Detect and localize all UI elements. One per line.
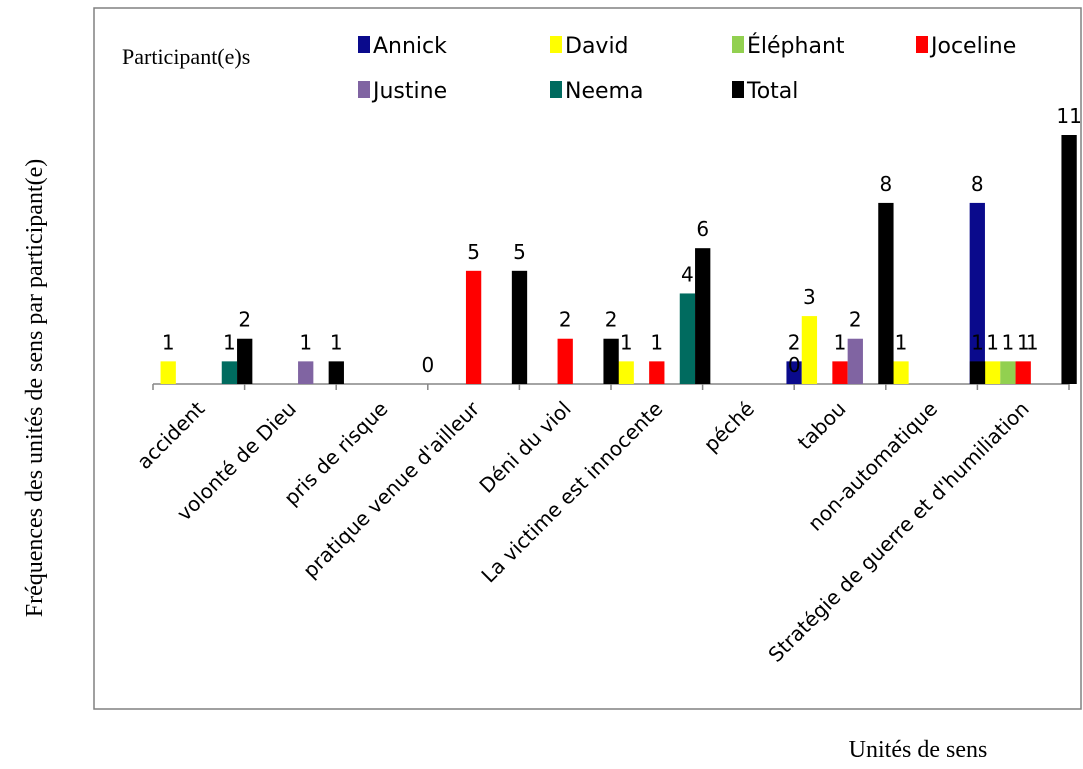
- bar-total-la-victime-est-innocente: [695, 248, 710, 384]
- bar-annick-strategie-de-guerre-et-d-humiliation: [970, 203, 985, 384]
- bar-total-non-automatique: [970, 361, 985, 384]
- data-label: 0: [788, 353, 801, 377]
- bar-total-tabou: [878, 203, 893, 384]
- data-label: 2: [559, 308, 572, 332]
- data-label: 1: [620, 330, 633, 354]
- bar-joceline-pratique-venue-d-ailleur: [466, 271, 481, 384]
- data-label: 4: [681, 262, 694, 286]
- data-label: 1: [650, 330, 663, 354]
- data-label: 1: [223, 330, 236, 354]
- data-label: 0: [422, 353, 435, 377]
- data-label: 5: [467, 240, 480, 264]
- legend-swatch-neema: [550, 81, 562, 98]
- bar-total-deni-du-viol: [603, 339, 618, 384]
- data-label: 1: [299, 330, 312, 354]
- data-label: 11: [1056, 104, 1081, 128]
- x-axis-label: Unités de sens: [849, 737, 988, 763]
- legend-label-joceline: Joceline: [929, 34, 1016, 59]
- legend-label-annick: Annick: [373, 34, 447, 59]
- legend-swatch-elephant: [732, 36, 744, 53]
- bar-justine-volonte-de-dieu: [298, 361, 313, 384]
- data-label: 6: [696, 217, 709, 241]
- legend-label-justine: Justine: [371, 79, 447, 104]
- data-label: 1: [1026, 330, 1039, 354]
- data-label: 1: [971, 330, 984, 354]
- bar-david-accident: [161, 361, 176, 384]
- bar-elephant-strategie-de-guerre-et-d-humiliation: [1000, 361, 1015, 384]
- data-label: 1: [895, 330, 908, 354]
- data-label: 3: [803, 285, 816, 309]
- data-label: 2: [605, 308, 618, 332]
- data-label: 5: [513, 240, 526, 264]
- legend-label-david: David: [565, 34, 629, 59]
- data-label: 1: [834, 330, 847, 354]
- bar-total-accident: [237, 339, 252, 384]
- bar-david-non-automatique: [893, 361, 908, 384]
- bar-total-strategie-de-guerre-et-d-humiliation: [1061, 135, 1076, 384]
- legend-swatch-justine: [358, 81, 370, 98]
- data-label: 2: [238, 308, 251, 332]
- legend-label-total: Total: [746, 79, 798, 104]
- data-label: 2: [849, 308, 862, 332]
- bar-david-tabou: [802, 316, 817, 384]
- bar-joceline-deni-du-viol: [558, 339, 573, 384]
- bar-neema-la-victime-est-innocente: [680, 293, 695, 384]
- data-label: 8: [971, 172, 984, 196]
- bar-justine-tabou: [848, 339, 863, 384]
- data-label: 2: [788, 330, 801, 354]
- bar-total-pratique-venue-d-ailleur: [512, 271, 527, 384]
- data-label: 1: [1002, 330, 1015, 354]
- data-label: 1: [986, 330, 999, 354]
- y-axis-label: Fréquences des unités de sens par partic…: [22, 159, 48, 618]
- legend-label-elephant: Éléphant: [747, 33, 845, 59]
- bar-joceline-strategie-de-guerre-et-d-humiliation: [1016, 361, 1031, 384]
- legend-title: Participant(e)s: [122, 44, 250, 69]
- legend-swatch-total: [732, 81, 744, 98]
- legend-label-neema: Neema: [565, 79, 643, 104]
- bar-total-volonte-de-dieu: [329, 361, 344, 384]
- legend-swatch-annick: [358, 36, 370, 53]
- data-label: 8: [880, 172, 893, 196]
- bar-joceline-la-victime-est-innocente: [649, 361, 664, 384]
- bar-neema-accident: [222, 361, 237, 384]
- data-label: 1: [330, 330, 343, 354]
- data-label: 1: [162, 330, 175, 354]
- bar-david-la-victime-est-innocente: [619, 361, 634, 384]
- bar-david-strategie-de-guerre-et-d-humiliation: [985, 361, 1000, 384]
- bar-joceline-tabou: [832, 361, 847, 384]
- legend-swatch-david: [550, 36, 562, 53]
- legend-swatch-joceline: [916, 36, 928, 53]
